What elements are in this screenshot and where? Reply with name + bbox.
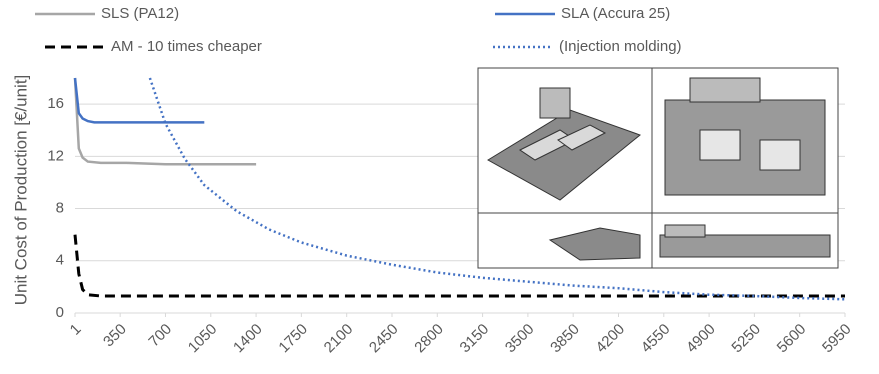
y-tick-label: 4 <box>56 252 64 269</box>
x-tick-label: 2450 <box>366 321 402 357</box>
x-tick-label: 3850 <box>547 321 583 357</box>
x-tick-label: 5250 <box>728 321 764 357</box>
x-tick-label: 4200 <box>593 321 629 357</box>
x-tick-label: 5950 <box>819 321 855 357</box>
x-tick-label: 1750 <box>275 321 311 357</box>
x-tick-label: 1 <box>67 321 85 339</box>
legend-label: SLA (Accura 25) <box>561 5 670 22</box>
x-tick-label: 700 <box>145 321 175 351</box>
x-tick-label: 3150 <box>457 321 493 357</box>
x-tick-label: 4550 <box>638 321 674 357</box>
x-tick-label: 5600 <box>774 321 810 357</box>
legend-label: AM - 10 times cheaper <box>111 38 262 55</box>
x-tick-label: 1050 <box>185 321 221 357</box>
y-axis-title: Unit Cost of Production [€/unit] <box>11 75 30 306</box>
y-tick-label: 0 <box>56 304 64 321</box>
y-tick-label: 8 <box>56 200 64 217</box>
legend-label: SLS (PA12) <box>101 5 179 22</box>
legend-label: (Injection molding) <box>559 38 682 55</box>
y-tick-label: 16 <box>47 95 64 112</box>
x-tick-label: 2800 <box>411 321 447 357</box>
chart: Unit Cost of Production [€/unit] 0 4 8 12 16… <box>0 0 879 369</box>
x-tick-label: 4900 <box>683 321 719 357</box>
x-tick-label: 350 <box>100 321 130 351</box>
series-line <box>75 78 204 122</box>
x-tick-label: 3500 <box>502 321 538 357</box>
legend: SLS (PA12) SLA (Accura 25) AM - 10 times c… <box>35 5 682 55</box>
inset-image <box>478 68 838 268</box>
x-tick-label: 2100 <box>321 321 357 357</box>
x-tick-label: 1400 <box>230 321 266 357</box>
y-tick-label: 12 <box>47 147 64 164</box>
